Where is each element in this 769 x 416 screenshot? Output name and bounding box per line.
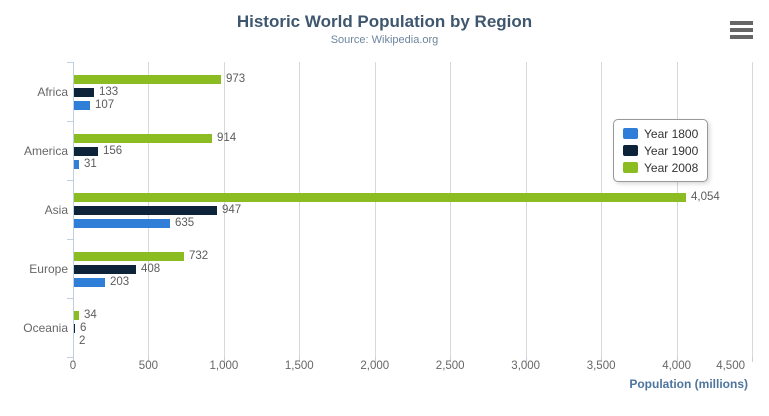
bar-year-1900-europe[interactable] <box>74 265 136 274</box>
legend: Year 1800 Year 1900 Year 2008 <box>613 119 709 182</box>
x-axis-tick-label: 500 <box>138 360 158 372</box>
legend-item-year-1800[interactable]: Year 1800 <box>623 125 698 142</box>
x-axis-tick-label: 4,000 <box>662 360 691 372</box>
bar-value-label-year-1800-europe: 203 <box>110 276 130 288</box>
x-axis-tick-label: 1,500 <box>284 360 314 372</box>
x-axis-tick <box>676 357 678 362</box>
bar-value-label-year-1900-asia: 947 <box>222 204 242 216</box>
x-axis-tick-label: 1,000 <box>209 360 239 372</box>
bar-value-label-year-1800-oceania: 2 <box>79 335 86 347</box>
x-axis-tick <box>148 357 150 362</box>
legend-swatch-year-1900 <box>623 145 638 156</box>
bar-year-1900-oceania[interactable] <box>74 324 75 333</box>
chart-subtitle: Source: Wikipedia.org <box>330 34 439 46</box>
legend-swatch-year-1800 <box>623 128 638 139</box>
y-axis-tick <box>67 121 73 122</box>
x-axis-tick-label: 0 <box>69 360 77 372</box>
bar-year-1900-america[interactable] <box>74 147 98 156</box>
chart-title: Historic World Population by Region <box>236 12 533 31</box>
bar-year-1900-africa[interactable] <box>74 88 94 97</box>
category-label-africa: Africa <box>37 84 68 99</box>
x-axis-tick-label: 2,000 <box>360 360 390 372</box>
x-gridline <box>676 62 678 357</box>
bar-year-2008-asia[interactable] <box>74 193 686 202</box>
category-label-asia: Asia <box>44 202 68 217</box>
legend-label: Year 2008 <box>644 160 699 175</box>
context-menu-button[interactable] <box>730 21 753 42</box>
x-axis-tick <box>601 357 603 362</box>
x-axis-tick <box>752 357 753 362</box>
x-axis-tick-label: 3,000 <box>511 360 541 372</box>
x-gridline <box>601 62 603 357</box>
x-axis-title: Population (millions) <box>629 377 748 391</box>
x-axis-tick <box>374 357 376 362</box>
legend-swatch-year-2008 <box>623 162 638 173</box>
legend-item-year-2008[interactable]: Year 2008 <box>623 159 698 176</box>
category-label-europe: Europe <box>29 261 68 276</box>
x-gridline <box>374 62 376 357</box>
x-axis-tick <box>450 357 452 362</box>
legend-item-year-1900[interactable]: Year 1900 <box>623 142 698 159</box>
bar-year-1900-asia[interactable] <box>74 206 217 215</box>
category-label-oceania: Oceania <box>23 320 68 335</box>
x-axis-tick-label: 3,500 <box>586 360 616 372</box>
hamburger-icon <box>730 35 753 39</box>
y-axis-tick <box>67 239 73 240</box>
bar-year-1800-america[interactable] <box>74 160 79 169</box>
bar-year-1800-asia[interactable] <box>74 219 170 228</box>
bar-value-label-year-1900-america: 156 <box>103 145 123 157</box>
bar-value-label-year-1800-america: 31 <box>84 158 97 170</box>
y-axis-tick <box>67 357 73 358</box>
category-label-america: America <box>23 143 68 158</box>
bar-value-label-year-2008-europe: 732 <box>189 250 209 262</box>
bar-value-label-year-1900-africa: 133 <box>99 86 119 98</box>
bar-value-label-year-1900-oceania: 6 <box>80 322 87 334</box>
bar-value-label-year-1800-asia: 635 <box>175 217 195 229</box>
x-gridline <box>223 62 225 357</box>
y-axis-tick <box>67 180 73 181</box>
y-axis-tick <box>67 62 73 63</box>
bar-year-2008-europe[interactable] <box>74 252 184 261</box>
x-axis-tick <box>223 357 225 362</box>
legend-label: Year 1800 <box>644 126 699 141</box>
legend-label: Year 1900 <box>644 143 699 158</box>
bar-value-label-year-2008-asia: 4,054 <box>691 191 720 203</box>
bar-year-2008-oceania[interactable] <box>74 311 79 320</box>
bar-year-2008-america[interactable] <box>74 134 212 143</box>
bar-year-1800-europe[interactable] <box>74 278 105 287</box>
y-axis-line <box>73 62 74 357</box>
bar-year-2008-africa[interactable] <box>74 75 221 84</box>
x-axis-tick <box>299 357 301 362</box>
bar-value-label-year-1900-europe: 408 <box>141 263 161 275</box>
bar-value-label-year-2008-america: 914 <box>217 132 237 144</box>
bar-value-label-year-1800-africa: 107 <box>95 99 115 111</box>
bar-year-1800-africa[interactable] <box>74 101 90 110</box>
x-gridline <box>450 62 452 357</box>
y-axis-tick <box>67 298 73 299</box>
x-axis-tick-label: 2,500 <box>435 360 465 372</box>
x-axis-tick <box>73 357 74 362</box>
hamburger-icon <box>730 21 753 25</box>
bar-value-label-year-2008-oceania: 34 <box>84 309 97 321</box>
x-gridline <box>752 62 753 357</box>
x-axis-tick-label: 4,500 <box>716 360 745 372</box>
hamburger-icon <box>730 28 753 32</box>
x-gridline <box>525 62 527 357</box>
x-gridline <box>299 62 301 357</box>
bar-value-label-year-2008-africa: 973 <box>226 73 246 85</box>
x-axis-tick <box>525 357 527 362</box>
